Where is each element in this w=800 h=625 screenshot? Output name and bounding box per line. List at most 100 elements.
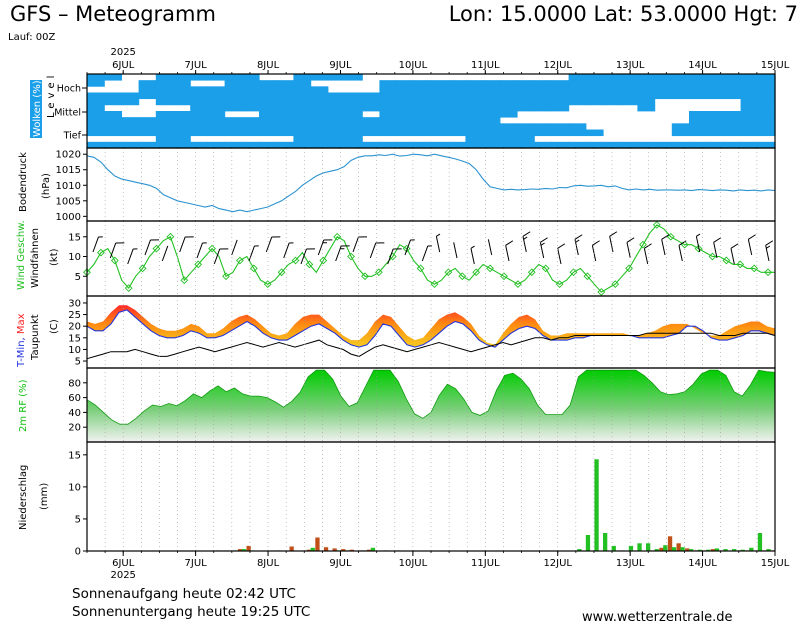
cloud-cell	[482, 98, 501, 106]
cloud-cell	[121, 141, 140, 149]
wind-barb	[248, 245, 259, 262]
cloud-cell	[689, 86, 707, 93]
cloud-cell	[465, 135, 484, 143]
cloud-cell	[465, 86, 484, 93]
cloud-cell	[740, 129, 759, 137]
wind-barb	[335, 245, 350, 262]
wind-speed-marker	[124, 284, 133, 292]
cloud-cell	[173, 111, 191, 118]
cloud-cell	[499, 135, 518, 143]
humidity-axis-label: 2m RF (%)	[18, 379, 29, 432]
day-label-top: 15JUL	[761, 60, 790, 71]
cloud-cell	[276, 117, 294, 124]
cloud-cell	[379, 117, 398, 124]
cloud-cell	[362, 141, 380, 149]
cloud-cell	[465, 80, 484, 87]
cloud-cell	[138, 141, 157, 149]
cloud-cell	[551, 80, 570, 87]
cloud-cell	[448, 98, 466, 106]
cloud-cell	[104, 141, 122, 149]
cloud-cell	[379, 86, 398, 93]
wind-speed-marker	[152, 244, 161, 253]
barb-feather	[323, 239, 333, 241]
cloud-cell	[757, 80, 776, 87]
barb-staff	[678, 245, 683, 262]
cloud-cell	[740, 117, 759, 124]
level-label: Tief	[63, 131, 82, 142]
ytick-label: 10	[68, 345, 81, 356]
cloud-cell	[190, 86, 208, 93]
cloud-cell	[499, 104, 518, 112]
wind-speed-marker	[472, 268, 481, 277]
cloud-cell	[276, 86, 294, 93]
wind-barb	[522, 231, 531, 253]
tmin-label: T-Min,	[16, 337, 27, 368]
source-link[interactable]: www.wetterzentrale.de	[582, 610, 733, 625]
cloud-cell	[293, 129, 312, 137]
cloud-cell	[207, 86, 226, 93]
cloud-cell	[431, 141, 449, 149]
wind-barb	[144, 239, 160, 256]
cloud-cell	[723, 123, 742, 130]
cloud-cell	[190, 123, 208, 130]
pressure-axis-unit: (hPa)	[41, 173, 52, 199]
cloud-cell	[362, 92, 380, 100]
wind-barb	[369, 242, 385, 259]
wind-speed-marker	[333, 232, 342, 241]
cloud-cell	[241, 80, 260, 87]
cloud-cell	[671, 86, 690, 93]
cloud-cell	[293, 104, 312, 112]
cloud-cell	[241, 141, 260, 149]
cloud-cell	[121, 123, 140, 130]
wind-speed-marker	[249, 264, 258, 273]
precip-axis-label: Niederschlag	[18, 465, 29, 530]
cloud-cell	[104, 123, 122, 130]
barb-feather	[626, 237, 635, 243]
cloud-cell	[534, 123, 552, 130]
chart-title: GFS – Meteogramm	[10, 2, 216, 26]
cloud-cell	[138, 80, 157, 87]
cloud-cell	[689, 117, 707, 124]
barb-half-feather	[322, 242, 328, 244]
cloud-cell	[585, 92, 604, 100]
barb-feather	[730, 243, 739, 249]
cloud-cell	[276, 98, 294, 106]
cloud-cell	[585, 129, 604, 137]
barb-staff	[352, 236, 359, 253]
barb-feather	[540, 237, 548, 243]
cloud-cell	[379, 141, 398, 149]
wind-speed-marker	[361, 272, 369, 281]
cloud-cell	[173, 74, 191, 81]
barb-staff	[317, 239, 325, 256]
wind-barb	[300, 248, 316, 265]
humidity-panel: 20 40 60 80 2m RF (%)	[18, 369, 776, 442]
cloud-cell	[620, 86, 638, 93]
cloud-cell	[396, 98, 415, 106]
cloud-cell	[431, 80, 449, 87]
day-gridlines	[104, 148, 758, 551]
cloud-cell	[362, 104, 380, 112]
wind-speed-marker	[110, 256, 119, 265]
cloud-cell	[190, 74, 208, 81]
cloud-cell	[345, 92, 363, 100]
barb-staff	[109, 242, 117, 259]
barb-half-feather	[133, 248, 138, 250]
rain-bar	[603, 533, 608, 551]
precip-axis-unit: (mm)	[39, 483, 50, 510]
cloud-cell	[465, 117, 484, 124]
cloud-cell	[482, 86, 501, 93]
cloud-cell	[482, 104, 501, 112]
wind-speed-marker	[750, 264, 759, 273]
day-label-top: 11JUL	[471, 60, 500, 71]
cloud-cell	[757, 123, 776, 130]
barb-staff	[265, 236, 273, 253]
rain-bar	[697, 549, 702, 551]
barb-feather	[522, 231, 531, 237]
wind-barb	[283, 242, 294, 259]
barb-staff	[369, 242, 377, 259]
cloud-cell	[757, 111, 776, 118]
cloud-cell	[293, 80, 312, 87]
barb-staff	[643, 248, 649, 265]
convective-bar	[659, 547, 664, 551]
cloud-cell	[155, 135, 174, 143]
